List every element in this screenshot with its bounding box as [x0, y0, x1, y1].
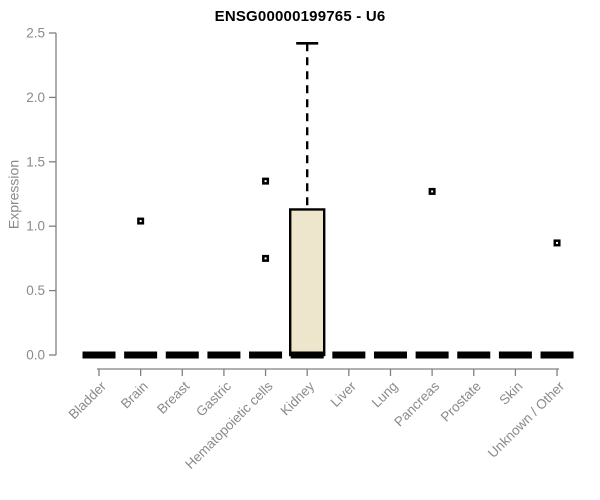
median-bar [415, 351, 449, 359]
median-bar [165, 351, 199, 359]
median-bar [457, 351, 491, 359]
y-tick-label: 0.5 [26, 283, 45, 298]
y-tick-label: 1.0 [26, 219, 45, 234]
x-tick-label: Lung [369, 379, 401, 411]
median-bar [124, 351, 158, 359]
x-tick-label: Prostate [438, 379, 484, 425]
x-tick-label: Pancreas [391, 378, 442, 429]
x-tick-label: Brain [118, 379, 151, 412]
median-bar [82, 351, 116, 359]
outlier-point-center [139, 220, 142, 223]
outlier-point-center [264, 257, 267, 260]
x-tick-label: Kidney [278, 378, 318, 418]
x-tick-label: Bladder [66, 378, 110, 422]
x-tick-label: Unknown / Other [485, 378, 568, 461]
outlier-point-center [556, 241, 559, 244]
y-tick-label: 1.5 [26, 154, 45, 169]
outlier-point-center [431, 190, 434, 193]
median-bar [540, 351, 574, 359]
median-bar [373, 351, 407, 359]
median-bar [332, 351, 366, 359]
median-bar [290, 351, 324, 359]
median-bar [249, 351, 283, 359]
x-tick-label: Liver [328, 378, 360, 410]
y-tick-label: 0.0 [26, 348, 45, 363]
box-kidney [289, 208, 326, 357]
x-tick-label: Breast [154, 378, 192, 416]
y-tick-label: 2.0 [26, 90, 45, 105]
chart-title: ENSG00000199765 - U6 [214, 8, 386, 25]
median-bar [207, 351, 241, 359]
y-tick-label: 2.5 [26, 26, 45, 41]
median-bar [498, 351, 532, 359]
x-tick-label: Gastric [193, 378, 234, 419]
outlier-point-center [264, 180, 267, 183]
x-tick-label: Skin [496, 379, 525, 408]
